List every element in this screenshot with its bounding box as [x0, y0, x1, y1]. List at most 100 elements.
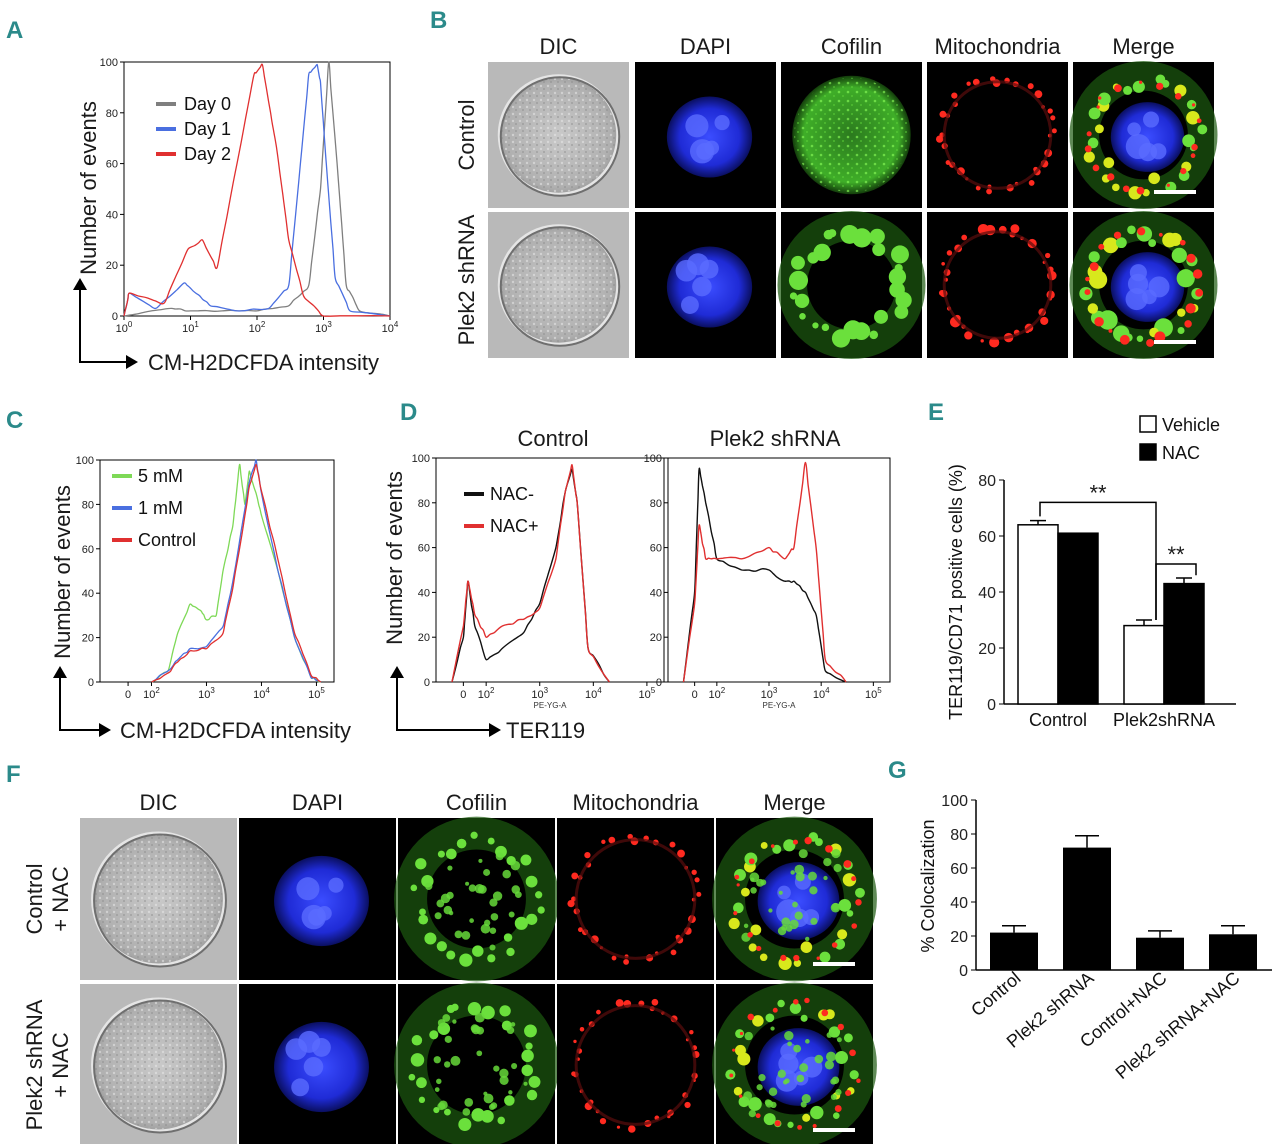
scale-bar [1154, 190, 1196, 194]
cofilin-puncta [743, 923, 749, 929]
mito-puncta [1086, 131, 1092, 137]
x-tick-base: 0 [125, 689, 131, 701]
dic-cell-shadow [93, 999, 227, 1134]
bar-0 [990, 932, 1038, 970]
cofilin-puncta [765, 1013, 775, 1023]
x-tick-exp: 3 [327, 320, 332, 329]
mito-puncta [577, 927, 583, 933]
cofilin-puncta [425, 882, 433, 890]
mito-puncta [1191, 143, 1198, 151]
cofilin-puncta [458, 1117, 472, 1131]
mito-puncta [843, 860, 852, 868]
dic-cell-texture [94, 835, 223, 963]
cofilin-puncta [808, 871, 817, 881]
mito-background [927, 212, 1068, 358]
x-tick-base: 10 [143, 689, 155, 701]
x-tick-base: 10 [585, 689, 597, 701]
cofilin-puncta [499, 1068, 509, 1078]
cofilin-puncta [1102, 237, 1119, 254]
cofilin-puncta [852, 228, 872, 248]
cofilin-puncta [812, 322, 819, 329]
x-tick-label: 102 [143, 686, 160, 701]
mito-puncta [1138, 80, 1143, 84]
y-tick-label: 20 [82, 633, 94, 645]
cofilin-puncta [846, 910, 854, 917]
cofilin-puncta [799, 1063, 809, 1072]
mito-puncta [980, 339, 984, 343]
column-header: Merge [1112, 34, 1174, 59]
mito-puncta [1190, 153, 1196, 159]
cofilin-puncta [733, 1086, 743, 1096]
panel-g-plot: 0 20 40 60 80 100% Colocalization Control Plek2… [918, 793, 1272, 1083]
cofilin-puncta [434, 1087, 440, 1092]
x-tick-exp: 4 [825, 686, 830, 695]
y-tick-label: 40 [106, 209, 118, 221]
mito-puncta [1113, 231, 1122, 239]
cofilin-puncta [464, 1098, 474, 1107]
mito-puncta [770, 844, 775, 848]
cofilin-puncta [801, 1094, 811, 1104]
y-tick-label: 60 [106, 159, 118, 171]
cofilin-puncta [444, 1035, 452, 1043]
x-tick-base: 10 [813, 689, 825, 701]
mito-puncta [747, 1013, 755, 1021]
y-tick-label: 60 [950, 861, 968, 878]
cofilin-puncta [1103, 157, 1115, 169]
mito-puncta [825, 845, 833, 853]
mito-puncta [608, 836, 616, 844]
cofilin-puncta [759, 953, 768, 962]
nucleus-spot [675, 259, 698, 282]
bar-nac-1 [1163, 582, 1205, 705]
cofilin-puncta [504, 1095, 515, 1106]
cofilin-puncta [781, 924, 788, 931]
cofilin-puncta [1197, 124, 1208, 135]
cofilin-puncta [483, 1091, 488, 1096]
bar-vehicle-1 [1123, 624, 1165, 705]
y-tick-label: 0 [987, 697, 996, 714]
y-tick-label: 100 [76, 455, 94, 467]
cofilin-puncta [810, 917, 818, 925]
cofilin-puncta [1136, 335, 1144, 342]
cofilin-puncta [492, 891, 503, 901]
cofilin-puncta [784, 1078, 790, 1084]
panel-letter-c: C [6, 407, 23, 434]
x-tick-base: 10 [198, 689, 210, 701]
row-label-plek2-nac: Plek2 shRNA+ NAC [22, 999, 73, 1130]
cofilin-puncta [508, 1090, 513, 1095]
cofilin-puncta [756, 878, 765, 887]
bar-nac-0 [1057, 532, 1099, 705]
column-header: DIC [140, 790, 178, 815]
cofilin-puncta [487, 954, 496, 963]
mito-puncta [1186, 253, 1196, 263]
x-tick-label: 105 [308, 686, 325, 701]
panel-letter-d: D [400, 399, 417, 426]
nucleus-spot [301, 904, 326, 930]
cofilin-puncta [770, 1101, 777, 1109]
cofilin-puncta [833, 1112, 840, 1119]
nucleus-spot [328, 877, 344, 893]
legend-label: Day 2 [184, 144, 231, 164]
panel-d-xlabel: TER119 [506, 718, 585, 743]
mito-puncta [821, 1009, 829, 1017]
x-tick-base: 10 [315, 323, 327, 335]
dic-cell-texture [501, 77, 616, 193]
cofilin-puncta [763, 1113, 776, 1126]
cofilin-puncta [777, 999, 785, 1008]
x-tick-base: 0 [460, 689, 466, 701]
mito-puncta [855, 899, 862, 906]
cofilin-puncta [748, 1109, 756, 1118]
cofilin-puncta [750, 877, 755, 882]
cofilin-puncta [890, 245, 909, 264]
mito-puncta [986, 188, 992, 195]
mito-puncta [611, 955, 617, 961]
series-line-day-2 [123, 63, 391, 317]
bar-vehicle-0 [1017, 524, 1059, 705]
cofilin-puncta [869, 330, 879, 340]
x-tick-label: 104 [585, 686, 602, 701]
nucleus-spot [1150, 143, 1167, 160]
cofilin-puncta [526, 1089, 538, 1101]
cofilin-puncta [790, 870, 795, 875]
